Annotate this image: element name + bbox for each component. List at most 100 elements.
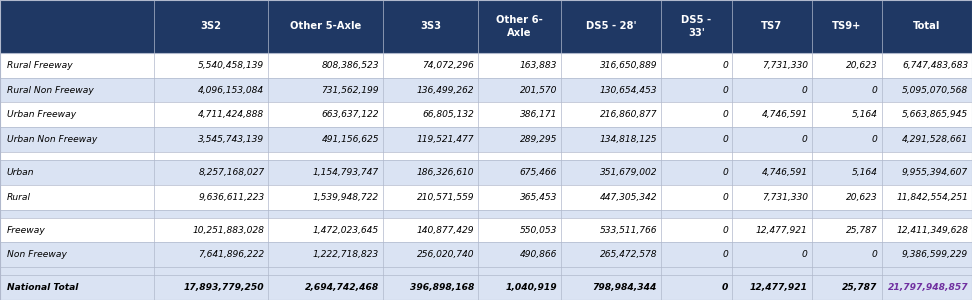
Bar (0, 103, 972, 128)
Text: 163,883: 163,883 (520, 61, 557, 70)
Bar (0, 210, 972, 218)
Text: Other 5-Axle: Other 5-Axle (290, 21, 362, 32)
Text: 3S2: 3S2 (200, 21, 222, 32)
Text: Total: Total (913, 21, 941, 32)
Text: 9,386,599,229: 9,386,599,229 (902, 250, 968, 260)
Text: 316,650,889: 316,650,889 (600, 61, 657, 70)
Text: 4,746,591: 4,746,591 (762, 110, 808, 119)
Text: Urban Non Freeway: Urban Non Freeway (7, 135, 97, 144)
Text: Other 6-
Axle: Other 6- Axle (496, 15, 543, 38)
Text: 808,386,523: 808,386,523 (322, 61, 379, 70)
Bar (0, 152, 972, 160)
Text: 0: 0 (721, 283, 728, 292)
Text: 0: 0 (722, 61, 728, 70)
Text: 491,156,625: 491,156,625 (322, 135, 379, 144)
Text: 25,787: 25,787 (846, 226, 878, 235)
Text: 136,499,262: 136,499,262 (417, 85, 474, 94)
Text: 186,326,610: 186,326,610 (417, 168, 474, 177)
Text: 216,860,877: 216,860,877 (600, 110, 657, 119)
Text: 4,711,424,888: 4,711,424,888 (198, 110, 264, 119)
Text: National Total: National Total (7, 283, 78, 292)
Text: 9,636,611,223: 9,636,611,223 (198, 193, 264, 202)
Text: 0: 0 (722, 110, 728, 119)
Text: 20,623: 20,623 (846, 61, 878, 70)
Text: 7,731,330: 7,731,330 (762, 193, 808, 202)
Bar (0, 0, 972, 53)
Text: 447,305,342: 447,305,342 (600, 193, 657, 202)
Text: 5,164: 5,164 (851, 168, 878, 177)
Text: 365,453: 365,453 (520, 193, 557, 202)
Text: 0: 0 (802, 135, 808, 144)
Text: 12,477,921: 12,477,921 (756, 226, 808, 235)
Bar (0, 128, 972, 152)
Text: 5,663,865,945: 5,663,865,945 (902, 110, 968, 119)
Text: 0: 0 (722, 250, 728, 260)
Text: Urban Freeway: Urban Freeway (7, 110, 76, 119)
Text: 20,623: 20,623 (846, 193, 878, 202)
Bar (0, 78, 972, 103)
Text: 119,521,477: 119,521,477 (417, 135, 474, 144)
Text: 140,877,429: 140,877,429 (417, 226, 474, 235)
Bar (0, 275, 972, 300)
Text: 3S3: 3S3 (420, 21, 441, 32)
Text: DS5 -
33': DS5 - 33' (681, 15, 712, 38)
Text: 1,222,718,823: 1,222,718,823 (313, 250, 379, 260)
Text: 396,898,168: 396,898,168 (410, 283, 474, 292)
Text: 0: 0 (722, 168, 728, 177)
Text: 130,654,453: 130,654,453 (600, 85, 657, 94)
Text: 798,984,344: 798,984,344 (593, 283, 657, 292)
Text: 4,291,528,661: 4,291,528,661 (902, 135, 968, 144)
Text: 21,797,948,857: 21,797,948,857 (887, 283, 968, 292)
Text: 663,637,122: 663,637,122 (322, 110, 379, 119)
Text: 6,747,483,683: 6,747,483,683 (902, 61, 968, 70)
Text: 0: 0 (872, 85, 878, 94)
Bar (0, 218, 972, 242)
Text: 533,511,766: 533,511,766 (600, 226, 657, 235)
Text: 386,171: 386,171 (520, 110, 557, 119)
Text: 351,679,002: 351,679,002 (600, 168, 657, 177)
Text: 731,562,199: 731,562,199 (322, 85, 379, 94)
Text: 0: 0 (802, 85, 808, 94)
Text: 5,540,458,139: 5,540,458,139 (198, 61, 264, 70)
Bar (0, 267, 972, 275)
Text: 7,641,896,222: 7,641,896,222 (198, 250, 264, 260)
Text: 11,842,554,251: 11,842,554,251 (896, 193, 968, 202)
Text: 289,295: 289,295 (520, 135, 557, 144)
Text: 256,020,740: 256,020,740 (417, 250, 474, 260)
Text: Rural Freeway: Rural Freeway (7, 61, 73, 70)
Text: 0: 0 (722, 135, 728, 144)
Text: 134,818,125: 134,818,125 (600, 135, 657, 144)
Bar (0, 242, 972, 267)
Text: 2,694,742,468: 2,694,742,468 (305, 283, 379, 292)
Text: 9,955,394,607: 9,955,394,607 (902, 168, 968, 177)
Text: DS5 - 28': DS5 - 28' (585, 21, 637, 32)
Text: 7,731,330: 7,731,330 (762, 61, 808, 70)
Text: 8,257,168,027: 8,257,168,027 (198, 168, 264, 177)
Bar (0, 53, 972, 78)
Bar (0, 160, 972, 185)
Text: 66,805,132: 66,805,132 (423, 110, 474, 119)
Text: 0: 0 (722, 85, 728, 94)
Text: Freeway: Freeway (7, 226, 46, 235)
Text: 201,570: 201,570 (520, 85, 557, 94)
Bar (0, 185, 972, 210)
Text: 10,251,883,028: 10,251,883,028 (192, 226, 264, 235)
Text: 5,095,070,568: 5,095,070,568 (902, 85, 968, 94)
Text: 1,154,793,747: 1,154,793,747 (313, 168, 379, 177)
Text: 4,746,591: 4,746,591 (762, 168, 808, 177)
Text: 3,545,743,139: 3,545,743,139 (198, 135, 264, 144)
Text: 1,472,023,645: 1,472,023,645 (313, 226, 379, 235)
Text: 5,164: 5,164 (851, 110, 878, 119)
Text: Urban: Urban (7, 168, 34, 177)
Text: Rural: Rural (7, 193, 31, 202)
Text: 490,866: 490,866 (520, 250, 557, 260)
Text: Non Freeway: Non Freeway (7, 250, 67, 260)
Text: 0: 0 (722, 193, 728, 202)
Text: 0: 0 (722, 226, 728, 235)
Text: 0: 0 (872, 135, 878, 144)
Text: 1,040,919: 1,040,919 (505, 283, 557, 292)
Text: 12,411,349,628: 12,411,349,628 (896, 226, 968, 235)
Text: 25,787: 25,787 (843, 283, 878, 292)
Text: 17,893,779,250: 17,893,779,250 (184, 283, 264, 292)
Text: 0: 0 (872, 250, 878, 260)
